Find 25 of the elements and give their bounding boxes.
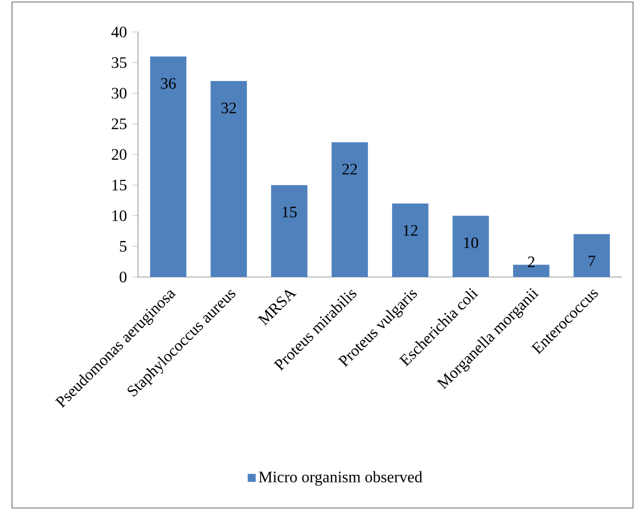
data-label: 32 [222, 102, 236, 114]
data-label: 10 [464, 237, 478, 248]
y-tick-label: 20 [112, 149, 126, 160]
bar [452, 216, 489, 277]
data-label: 15 [282, 206, 297, 218]
bar [150, 56, 186, 277]
data-label: 12 [404, 225, 418, 236]
bar [271, 185, 308, 277]
y-tick-label: 0 [120, 272, 126, 282]
data-label: 22 [342, 164, 357, 174]
data-label: 7 [588, 256, 596, 266]
y-tick-label: 40 [111, 26, 126, 38]
y-tick-label: 25 [112, 118, 126, 130]
data-label: 2 [528, 256, 534, 268]
bar [210, 81, 247, 277]
y-tick-label: 30 [112, 88, 126, 99]
bar [392, 203, 428, 277]
data-label: 36 [161, 78, 176, 89]
y-tick-label: 10 [112, 210, 126, 222]
legend-label: Micro organism observed [258, 471, 422, 486]
bar [332, 142, 368, 277]
bar [574, 234, 610, 277]
y-tick-label: 35 [112, 57, 126, 68]
y-tick-label: 15 [112, 180, 126, 190]
y-tick-label: 5 [120, 241, 126, 252]
